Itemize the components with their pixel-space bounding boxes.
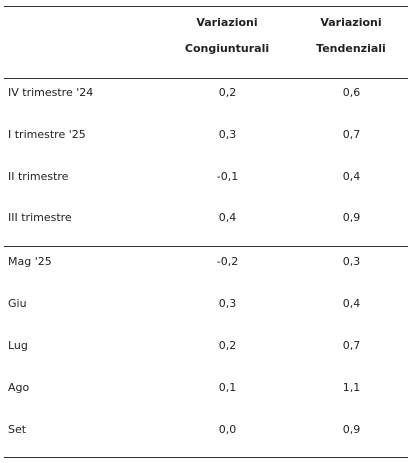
row-congiunturale: 0,0 bbox=[218, 423, 237, 436]
row-tendenziale: 0,7 bbox=[342, 128, 361, 141]
row-congiunturale: -0,2 bbox=[216, 255, 239, 268]
row-label: I trimestre '25 bbox=[8, 128, 86, 141]
row-tendenziale: 0,9 bbox=[342, 423, 361, 436]
row-label: Set bbox=[8, 423, 27, 436]
row-tendenziale: 1,1 bbox=[342, 381, 361, 394]
header-congiunturali-line2: Congiunturali bbox=[184, 42, 270, 55]
table-row: IV trimestre '24 0,2 0,6 bbox=[4, 86, 408, 106]
row-congiunturale: 0,2 bbox=[218, 339, 237, 352]
table-row: Lug 0,2 0,7 bbox=[4, 339, 408, 359]
row-tendenziale: 0,3 bbox=[342, 255, 361, 268]
row-tendenziale: 0,7 bbox=[342, 339, 361, 352]
header-congiunturali-line1: Variazioni bbox=[196, 16, 258, 29]
header-rule bbox=[4, 78, 408, 79]
row-label: Lug bbox=[8, 339, 28, 352]
row-label: IV trimestre '24 bbox=[8, 86, 94, 99]
table-row: Giu 0,3 0,4 bbox=[4, 297, 408, 317]
table-row: I trimestre '25 0,3 0,7 bbox=[4, 128, 408, 148]
table-row: Mag '25 -0,2 0,3 bbox=[4, 255, 408, 275]
row-congiunturale: -0,1 bbox=[216, 170, 239, 183]
row-label: II trimestre bbox=[8, 170, 69, 183]
section-rule bbox=[4, 246, 408, 247]
row-tendenziale: 0,9 bbox=[342, 211, 361, 224]
row-label: Giu bbox=[8, 297, 27, 310]
row-congiunturale: 0,2 bbox=[218, 86, 237, 99]
row-label: Ago bbox=[8, 381, 30, 394]
table-row: III trimestre 0,4 0,9 bbox=[4, 211, 408, 231]
table-row: II trimestre -0,1 0,4 bbox=[4, 170, 408, 190]
row-congiunturale: 0,3 bbox=[218, 297, 237, 310]
table-row: Set 0,0 0,9 bbox=[4, 423, 408, 443]
table-row: Ago 0,1 1,1 bbox=[4, 381, 408, 401]
row-tendenziale: 0,4 bbox=[342, 297, 361, 310]
header-tendenziali-line2: Tendenziali bbox=[316, 42, 386, 55]
row-congiunturale: 0,1 bbox=[218, 381, 237, 394]
row-congiunturale: 0,4 bbox=[218, 211, 237, 224]
row-tendenziale: 0,4 bbox=[342, 170, 361, 183]
header-congiunturali: Variazioni Congiunturali bbox=[152, 6, 302, 78]
row-label: III trimestre bbox=[8, 211, 72, 224]
bottom-rule bbox=[4, 457, 408, 458]
row-tendenziale: 0,6 bbox=[342, 86, 361, 99]
header-tendenziali: Variazioni Tendenziali bbox=[276, 6, 414, 78]
header-tendenziali-line1: Variazioni bbox=[320, 16, 382, 29]
top-rule bbox=[4, 6, 408, 7]
row-congiunturale: 0,3 bbox=[218, 128, 237, 141]
row-label: Mag '25 bbox=[8, 255, 52, 268]
